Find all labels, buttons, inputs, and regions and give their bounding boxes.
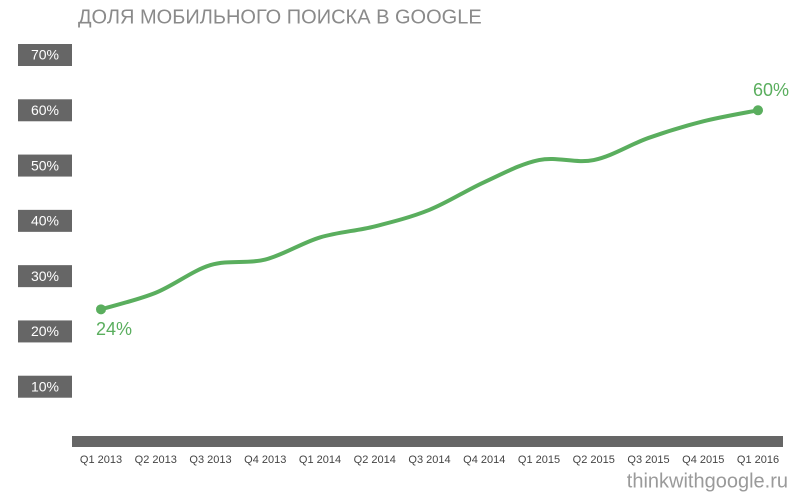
y-tick-label: 40% <box>31 213 59 229</box>
x-tick-label: Q3 2015 <box>627 454 669 466</box>
x-tick-label: Q1 2015 <box>518 454 560 466</box>
x-tick-label: Q1 2013 <box>80 454 122 466</box>
x-tick-label: Q1 2016 <box>737 454 779 466</box>
value-label: 60% <box>753 80 789 100</box>
x-tick-label: Q3 2013 <box>189 454 231 466</box>
x-tick-label: Q2 2014 <box>354 454 396 466</box>
x-tick-label: Q4 2013 <box>244 454 286 466</box>
y-tick-box <box>18 265 72 288</box>
x-tick-label: Q3 2014 <box>408 454 450 466</box>
chart-title: ДОЛЯ МОБИЛЬНОГО ПОИСКА В GOOGLE <box>78 6 482 28</box>
line <box>99 108 760 312</box>
y-tick-box <box>18 154 72 177</box>
end-point <box>96 304 106 315</box>
y-tick-box <box>18 320 72 343</box>
y-tick-box <box>18 99 72 122</box>
x-tick-label: Q4 2015 <box>682 454 724 466</box>
y-tick-box <box>18 44 72 66</box>
y-tick-label: 70% <box>31 47 59 63</box>
x-tick-label: Q2 2015 <box>573 454 615 466</box>
x-tick-label: Q1 2014 <box>299 454 341 466</box>
y-tick-box <box>18 209 72 232</box>
value-label: 24% <box>96 319 132 339</box>
y-tick-label: 10% <box>31 378 59 394</box>
y-tick-label: 20% <box>31 323 59 339</box>
y-tick-label: 50% <box>31 157 59 173</box>
x-axis-bar <box>72 436 783 447</box>
y-tick-label: 60% <box>31 102 59 118</box>
y-tick-label: 30% <box>31 268 59 284</box>
source: thinkwithgoogle.ru <box>627 470 788 492</box>
end-point <box>753 105 763 116</box>
x-tick-label: Q4 2014 <box>463 454 505 466</box>
x-tick-label: Q2 2013 <box>135 454 177 466</box>
y-tick-box <box>18 375 72 398</box>
